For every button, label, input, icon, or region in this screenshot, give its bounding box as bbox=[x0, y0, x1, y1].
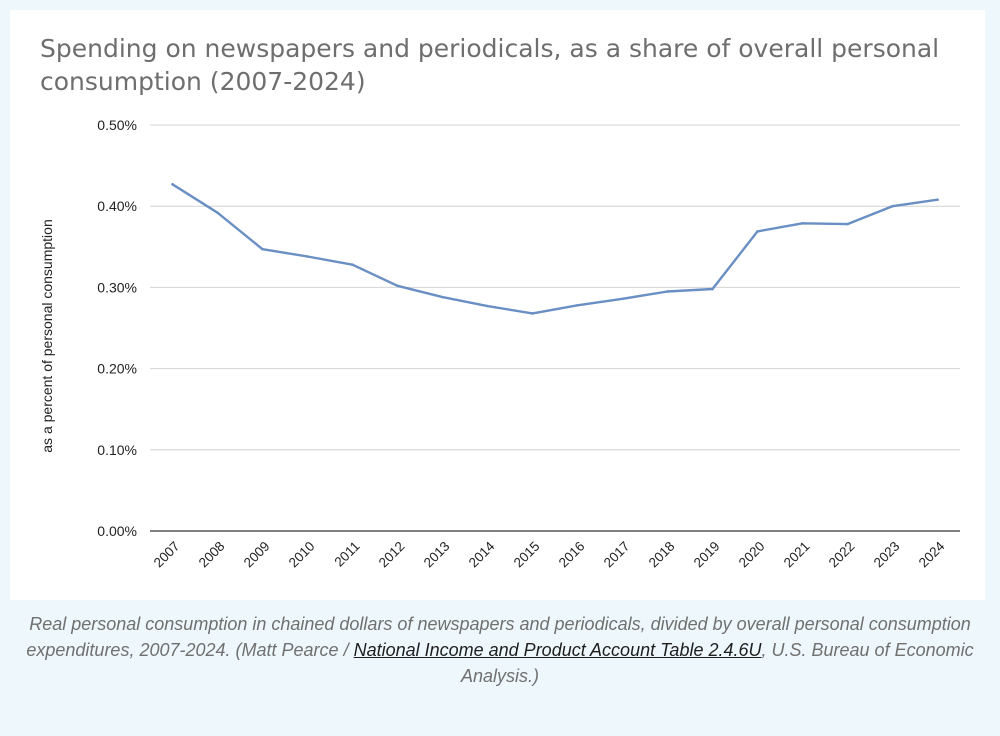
data-point bbox=[441, 295, 444, 299]
x-tick-label: 2024 bbox=[916, 538, 948, 570]
data-point bbox=[171, 182, 174, 186]
x-tick-label: 2015 bbox=[511, 539, 543, 571]
x-tick-label: 2020 bbox=[736, 539, 768, 571]
y-tick-label: 0.00% bbox=[97, 523, 137, 539]
data-point bbox=[396, 284, 399, 288]
y-axis-label: as a percent of personal consumption bbox=[39, 219, 55, 452]
y-tick-label: 0.20% bbox=[97, 361, 137, 377]
x-tick-label: 2009 bbox=[241, 539, 273, 571]
chart-card: Spending on newspapers and periodicals, … bbox=[10, 10, 985, 600]
figure-caption: Real personal consumption in chained dol… bbox=[0, 611, 1000, 689]
data-point bbox=[576, 303, 579, 307]
data-point bbox=[216, 211, 219, 214]
x-tick-label: 2007 bbox=[151, 539, 183, 571]
data-point bbox=[711, 287, 714, 291]
y-tick-label: 0.30% bbox=[97, 279, 137, 295]
data-point bbox=[531, 312, 534, 315]
data-point bbox=[756, 230, 759, 233]
line-chart: 0.00% 0.10% 0.20% 0.30% 0.40% 0.50% 2007 2008 20… bbox=[39, 117, 960, 571]
data-point bbox=[666, 290, 669, 293]
caption-text-start: Real personal consumption in chained dol… bbox=[26, 614, 971, 660]
data-point bbox=[261, 247, 264, 251]
data-point bbox=[846, 222, 849, 226]
data-point bbox=[351, 263, 354, 266]
x-tick-label: 2010 bbox=[286, 539, 318, 571]
x-tick-label: 2008 bbox=[196, 539, 228, 571]
x-tick-label: 2011 bbox=[331, 539, 362, 570]
data-point bbox=[621, 297, 624, 301]
data-point bbox=[801, 221, 804, 225]
x-tick-label: 2018 bbox=[646, 539, 678, 571]
y-tick-label: 0.50% bbox=[97, 117, 137, 133]
data-point bbox=[936, 198, 939, 202]
x-tick-label: 2022 bbox=[826, 539, 858, 571]
source-link[interactable]: National Income and Product Account Tabl… bbox=[353, 640, 762, 660]
x-tick-label: 2021 bbox=[781, 539, 813, 571]
x-tick-label: 2017 bbox=[601, 539, 633, 571]
x-tick-label: 2019 bbox=[691, 539, 723, 571]
data-point bbox=[486, 304, 489, 308]
y-tick-label: 0.10% bbox=[97, 442, 137, 458]
series-line bbox=[171, 183, 939, 315]
chart-title: Spending on newspapers and periodicals, … bbox=[40, 34, 940, 96]
data-point bbox=[891, 204, 894, 208]
x-tick-label: 2013 bbox=[421, 539, 453, 571]
data-point bbox=[306, 255, 309, 258]
x-tick-label: 2023 bbox=[871, 539, 903, 571]
caption-text-end: , U.S. Bureau of Economic Analysis.) bbox=[460, 640, 974, 686]
y-tick-label: 0.40% bbox=[97, 198, 137, 214]
x-tick-label: 2016 bbox=[556, 539, 588, 571]
x-tick-label: 2014 bbox=[466, 538, 498, 570]
x-tick-label: 2012 bbox=[376, 539, 408, 571]
